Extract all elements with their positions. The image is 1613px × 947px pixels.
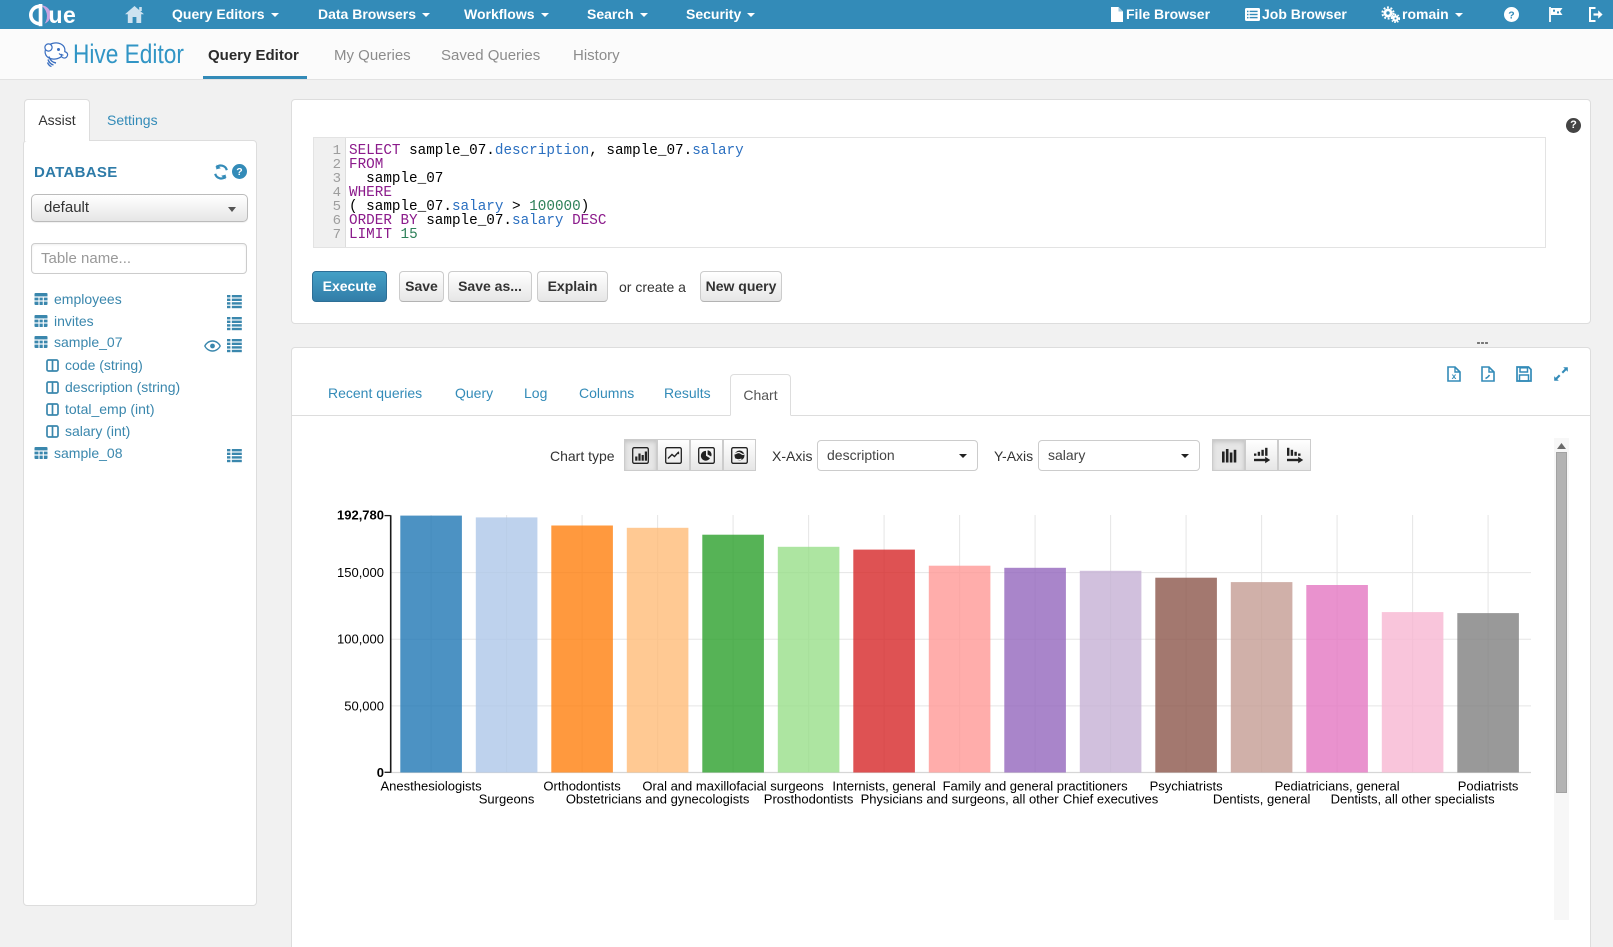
svg-text:?: ?: [1508, 9, 1514, 21]
svg-text:ue: ue: [49, 2, 77, 28]
svg-text:?: ?: [236, 166, 242, 178]
svg-text:x: x: [1452, 371, 1457, 381]
